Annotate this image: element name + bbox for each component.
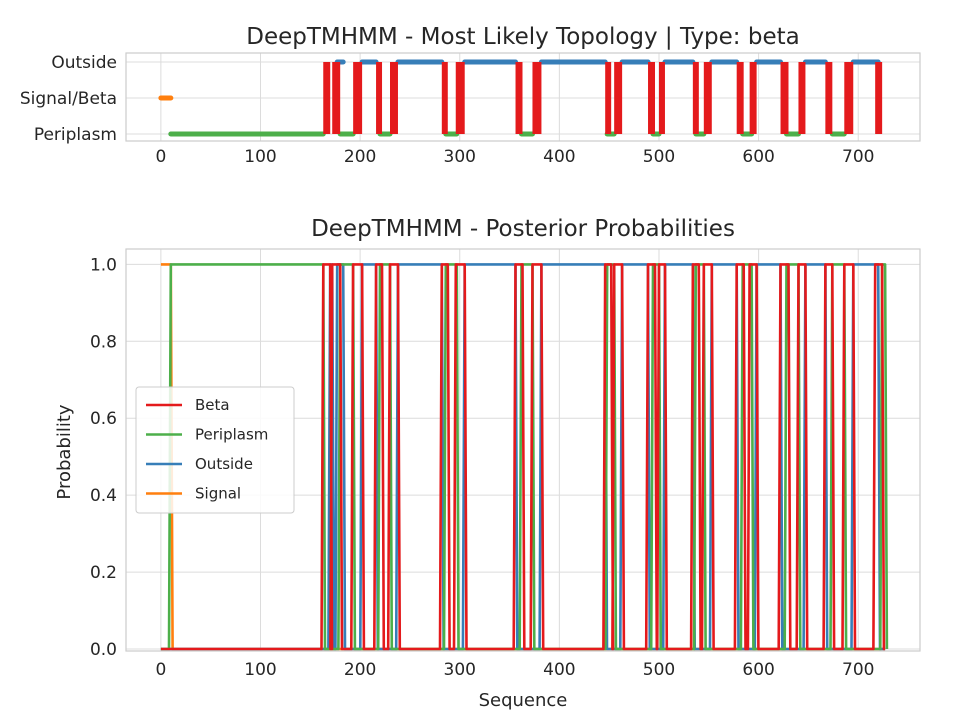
topology-beta-segment bbox=[658, 62, 665, 134]
posterior-chart: DeepTMHMM - Posterior Probabilities 0.00… bbox=[54, 216, 921, 711]
topology-beta-segment bbox=[605, 62, 612, 134]
posterior-x-tick-label: 600 bbox=[742, 660, 774, 680]
legend-box bbox=[135, 386, 295, 514]
x-axis-label: Sequence bbox=[479, 690, 568, 711]
topology-marks bbox=[158, 59, 883, 137]
posterior-beta-line bbox=[160, 263, 886, 651]
posterior-x-tick-label: 500 bbox=[643, 660, 675, 680]
topology-x-tick-label: 100 bbox=[244, 147, 276, 167]
posterior-y-ticks: 0.0 0.2 0.4 0.6 0.8 1.0 bbox=[90, 255, 117, 660]
posterior-y-tick-label: 1.0 bbox=[90, 255, 117, 275]
topology-beta-segment bbox=[648, 62, 656, 134]
legend-label-periplasm: Periplasm bbox=[195, 426, 268, 444]
legend-label-beta: Beta bbox=[195, 396, 230, 414]
posterior-x-tick-label: 300 bbox=[444, 660, 476, 680]
topology-beta-segment bbox=[376, 62, 383, 134]
topology-x-tick-label: 300 bbox=[444, 147, 476, 167]
topology-beta-segment bbox=[455, 62, 465, 134]
posterior-x-tick-label: 100 bbox=[244, 660, 276, 680]
topology-plot-frame bbox=[125, 52, 921, 142]
posterior-plot-frame bbox=[125, 248, 921, 652]
topology-x-tick-label: 600 bbox=[742, 147, 774, 167]
posterior-x-tick-label: 0 bbox=[155, 660, 166, 680]
topology-beta-segment bbox=[323, 62, 331, 134]
posterior-y-tick-label: 0.2 bbox=[90, 563, 117, 583]
y-axis-label: Probability bbox=[54, 404, 75, 499]
legend-label-outside: Outside bbox=[195, 455, 253, 473]
topology-title: DeepTMHMM - Most Likely Topology | Type:… bbox=[246, 24, 799, 50]
topology-y-ticks: Periplasm Signal/Beta Outside bbox=[20, 53, 117, 145]
topology-x-tick-label: 700 bbox=[842, 147, 874, 167]
topology-y-tick-label: Signal/Beta bbox=[20, 89, 117, 109]
posterior-y-tick-label: 0.8 bbox=[90, 332, 117, 352]
legend-entries: Beta Periplasm Outside Signal bbox=[146, 396, 268, 503]
topology-y-tick-label: Outside bbox=[51, 53, 117, 73]
topology-beta-segment bbox=[825, 62, 833, 134]
posterior-x-ticks: 0 100 200 300 400 500 600 700 bbox=[155, 660, 874, 680]
topology-beta-segment bbox=[736, 62, 744, 134]
topology-beta-segment bbox=[614, 62, 623, 134]
legend: Beta Periplasm Outside Signal bbox=[135, 386, 295, 514]
posterior-x-tick-label: 700 bbox=[842, 660, 874, 680]
posterior-y-tick-label: 0.6 bbox=[90, 409, 117, 429]
topology-beta-segment bbox=[353, 62, 363, 134]
topology-beta-segment bbox=[780, 62, 789, 134]
posterior-title: DeepTMHMM - Posterior Probabilities bbox=[311, 216, 735, 242]
posterior-y-tick-label: 0.0 bbox=[90, 640, 117, 660]
topology-beta-segment bbox=[390, 62, 398, 134]
topology-beta-segment bbox=[532, 62, 542, 134]
topology-x-tick-label: 500 bbox=[643, 147, 675, 167]
topology-beta-segment bbox=[332, 62, 341, 134]
topology-x-tick-label: 400 bbox=[543, 147, 575, 167]
topology-beta-segment bbox=[844, 62, 854, 134]
topology-chart: DeepTMHMM - Most Likely Topology | Type:… bbox=[20, 24, 921, 167]
topology-x-tick-label: 200 bbox=[344, 147, 376, 167]
topology-beta-segment bbox=[692, 62, 699, 134]
topology-beta-segment bbox=[703, 62, 712, 134]
topology-y-tick-label: Periplasm bbox=[34, 125, 117, 145]
legend-label-signal: Signal bbox=[195, 485, 241, 503]
posterior-y-tick-label: 0.4 bbox=[90, 486, 117, 506]
topology-x-tick-label: 0 bbox=[155, 147, 166, 167]
posterior-x-tick-label: 400 bbox=[543, 660, 575, 680]
posterior-x-tick-label: 200 bbox=[344, 660, 376, 680]
topology-beta-segment bbox=[441, 62, 448, 134]
posterior-periplasm-line bbox=[160, 263, 889, 651]
topology-beta-segment bbox=[875, 62, 883, 134]
topology-beta-segment bbox=[515, 62, 523, 134]
topology-beta-segment bbox=[749, 62, 757, 134]
topology-x-ticks: 0 100 200 300 400 500 600 700 bbox=[155, 147, 874, 167]
topology-beta-segment bbox=[798, 62, 806, 134]
